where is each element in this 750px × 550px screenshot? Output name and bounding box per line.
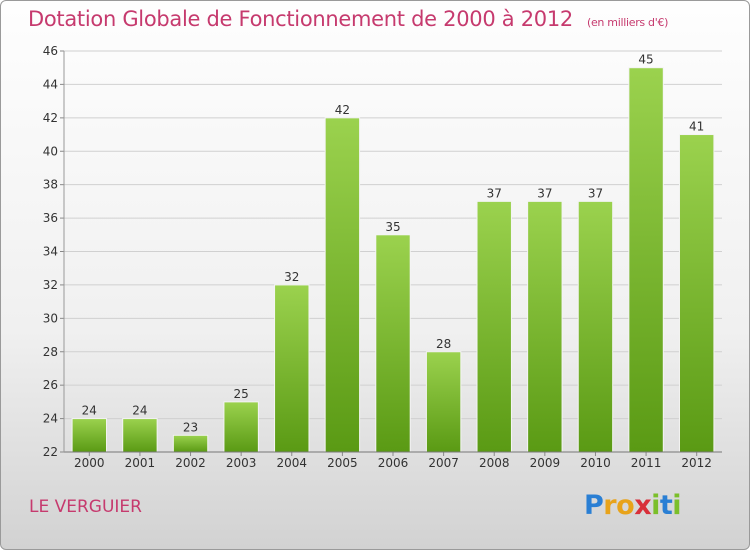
bar [71, 418, 108, 453]
data-label: 28 [436, 337, 451, 351]
logo-letter: i [651, 490, 660, 521]
y-tick-label: 38 [43, 178, 58, 192]
commune-name: LE VERGUIER [29, 497, 142, 517]
bar [223, 401, 259, 453]
bar [324, 117, 361, 453]
logo-letter: i [672, 490, 682, 521]
logo-letter: t [659, 490, 673, 521]
bar [678, 134, 715, 453]
y-tick-label: 44 [43, 77, 58, 91]
logo-letter: P [584, 490, 604, 521]
y-tick-label: 26 [43, 378, 58, 392]
bar [577, 200, 614, 453]
x-tick-label: 2010 [580, 456, 611, 470]
y-tick-label: 24 [43, 412, 58, 426]
y-tick-label: 32 [43, 278, 58, 292]
bars-group [71, 67, 715, 453]
y-tick-label: 40 [43, 144, 58, 158]
data-label: 24 [132, 404, 147, 418]
chart-title-text: Dotation Globale de Fonctionnement de 20… [28, 7, 573, 31]
chart-subtitle: (en milliers d'€) [586, 16, 669, 29]
bar [425, 351, 462, 453]
y-tick-label: 36 [43, 211, 58, 225]
x-tick-label: 2011 [631, 456, 662, 470]
x-tick-label: 2012 [681, 456, 712, 470]
data-label: 25 [234, 387, 249, 401]
x-tick-label: 2003 [226, 456, 257, 470]
x-tick-label: 2004 [276, 456, 307, 470]
y-tick-label: 34 [43, 245, 58, 259]
y-tick-label: 22 [43, 445, 58, 459]
logo-letter: o [616, 490, 635, 521]
logo-letter: x [634, 490, 652, 521]
x-tick-label: 2006 [378, 456, 409, 470]
y-axis-ticks: 22 24 26 28 30 32 34 36 38 40 42 44 46 [43, 44, 64, 459]
proxiti-logo: Proxiti [584, 490, 682, 521]
data-label: 23 [183, 420, 198, 434]
x-tick-label: 2001 [125, 456, 156, 470]
x-tick-label: 2002 [175, 456, 206, 470]
x-tick-label: 2008 [479, 456, 510, 470]
x-tick-label: 2009 [530, 456, 561, 470]
x-tick-label: 2007 [428, 456, 459, 470]
data-labels: 24 24 23 25 32 42 35 28 37 37 37 45 41 [82, 53, 705, 435]
bar [375, 234, 411, 453]
y-tick-label: 46 [43, 44, 58, 58]
data-label: 42 [335, 103, 350, 117]
y-tick-label: 42 [43, 111, 58, 125]
chart-title: Dotation Globale de Fonctionnement de 20… [28, 7, 668, 31]
data-label: 37 [487, 186, 502, 200]
y-tick-label: 28 [43, 345, 58, 359]
bar [172, 434, 209, 453]
data-label: 41 [689, 120, 704, 134]
logo-letter: r [603, 490, 617, 521]
data-label: 32 [284, 270, 299, 284]
data-label: 24 [82, 404, 97, 418]
y-tick-label: 30 [43, 311, 58, 325]
x-tick-label: 2005 [327, 456, 358, 470]
data-label: 45 [638, 53, 653, 67]
bar [628, 67, 664, 453]
x-axis-ticks: 2000 2001 2002 2003 2004 2005 2006 2007 2008 2009… [74, 452, 712, 470]
data-label: 35 [385, 220, 400, 234]
data-label: 37 [588, 186, 603, 200]
bar [527, 200, 563, 453]
bar [476, 200, 512, 453]
bar [122, 418, 158, 453]
data-label: 37 [537, 186, 552, 200]
bar [274, 284, 310, 453]
x-tick-label: 2000 [74, 456, 105, 470]
